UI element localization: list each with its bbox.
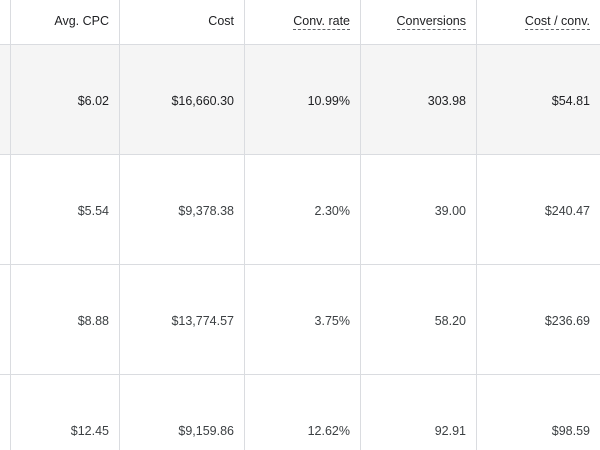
column-header-avg-cpc[interactable]: Avg. CPC <box>5 0 120 44</box>
cell-value: 303.98 <box>427 94 466 108</box>
cell-value: $12.45 <box>70 424 109 438</box>
row-leading-cell <box>0 375 11 450</box>
cell-cost: $16,660.30 <box>120 45 245 154</box>
cell-value: $240.47 <box>544 204 590 218</box>
column-header-conversions[interactable]: Conversions <box>361 0 477 44</box>
column-header-conv-rate[interactable]: Conv. rate <box>245 0 361 44</box>
cell-cost-per-conv: $54.81 <box>477 45 600 154</box>
cell-value: $236.69 <box>544 314 590 328</box>
table-row: $12.45 $9,159.86 12.62% 92.91 $98.59 <box>0 375 600 450</box>
column-header-label: Cost / conv. <box>524 14 590 30</box>
cell-value: $13,774.57 <box>171 314 234 328</box>
cell-conv-rate: 10.99% <box>245 45 361 154</box>
cell-value: $16,660.30 <box>171 94 234 108</box>
cell-conversions: 92.91 <box>361 375 477 450</box>
cell-cost: $13,774.57 <box>120 265 245 374</box>
column-header-cost[interactable]: Cost <box>120 0 245 44</box>
table-row: $8.88 $13,774.57 3.75% 58.20 $236.69 <box>0 265 600 375</box>
row-leading-cell <box>0 155 11 264</box>
table-header: Avg. CPC Cost Conv. rate Conversions Cos… <box>0 0 600 45</box>
column-header-cost-per-conv[interactable]: Cost / conv. <box>477 0 600 44</box>
cell-avg-cpc: $6.02 <box>5 45 120 154</box>
header-cell-leading <box>0 0 11 44</box>
column-header-label: Conversions <box>396 14 466 30</box>
cell-value: $8.88 <box>77 314 109 328</box>
cell-conversions: 58.20 <box>361 265 477 374</box>
cell-avg-cpc: $8.88 <box>5 265 120 374</box>
cell-cost-per-conv: $236.69 <box>477 265 600 374</box>
cell-value: $9,378.38 <box>178 204 234 218</box>
cell-conv-rate: 12.62% <box>245 375 361 450</box>
column-header-label: Cost <box>208 14 234 28</box>
cell-conversions: 39.00 <box>361 155 477 264</box>
row-leading-cell <box>0 45 11 154</box>
cell-value: 39.00 <box>434 204 466 218</box>
cell-value: 12.62% <box>307 424 350 438</box>
cell-value: 3.75% <box>314 314 350 328</box>
cell-value: $6.02 <box>77 94 109 108</box>
cell-avg-cpc: $5.54 <box>5 155 120 264</box>
cell-cost-per-conv: $98.59 <box>477 375 600 450</box>
cell-cost-per-conv: $240.47 <box>477 155 600 264</box>
cell-value: 2.30% <box>314 204 350 218</box>
cell-conv-rate: 3.75% <box>245 265 361 374</box>
cell-value: 92.91 <box>434 424 466 438</box>
cell-value: $5.54 <box>77 204 109 218</box>
cell-cost: $9,378.38 <box>120 155 245 264</box>
row-leading-cell <box>0 265 11 374</box>
cell-conv-rate: 2.30% <box>245 155 361 264</box>
cell-value: $98.59 <box>551 424 590 438</box>
cell-value: $9,159.86 <box>178 424 234 438</box>
cell-avg-cpc: $12.45 <box>5 375 120 450</box>
cell-value: 10.99% <box>307 94 350 108</box>
table-row: $5.54 $9,378.38 2.30% 39.00 $240.47 <box>0 155 600 265</box>
table-row: $6.02 $16,660.30 10.99% 303.98 $54.81 <box>0 45 600 155</box>
column-header-label: Conv. rate <box>293 14 350 30</box>
cell-value: 58.20 <box>434 314 466 328</box>
column-header-label: Avg. CPC <box>54 14 109 28</box>
cell-value: $54.81 <box>551 94 590 108</box>
cell-conversions: 303.98 <box>361 45 477 154</box>
cell-cost: $9,159.86 <box>120 375 245 450</box>
